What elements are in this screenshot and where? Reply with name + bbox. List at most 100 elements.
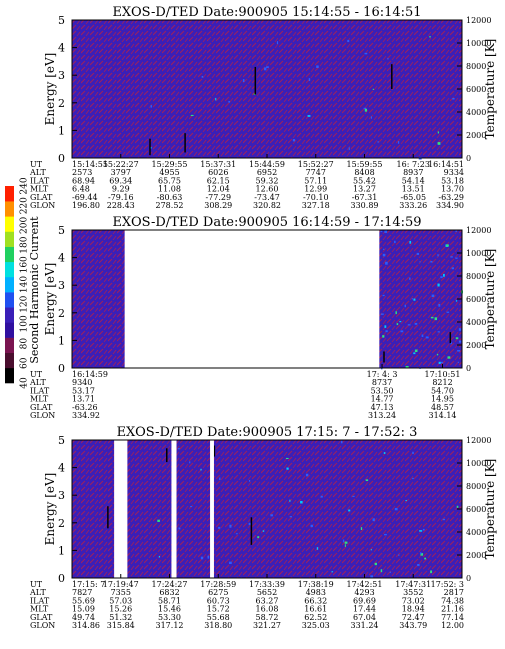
heatmap-speckle	[419, 530, 423, 532]
heatmap-speckle	[440, 276, 443, 279]
temperature-tick-label: 2000	[466, 131, 486, 140]
orbit-cell: 6275	[208, 588, 228, 597]
heatmap-speckle	[457, 361, 459, 363]
temperature-tick-label: 4000	[466, 528, 486, 537]
heatmap-speckle	[385, 261, 388, 265]
heatmap-speckle	[276, 41, 279, 45]
heatmap-speckle	[352, 495, 355, 497]
heatmap-speckle	[340, 440, 343, 444]
heatmap-speckle	[178, 527, 181, 530]
orbit-cell: 6832	[159, 588, 179, 597]
heatmap-speckle	[372, 518, 375, 522]
heatmap-speckle	[409, 240, 412, 244]
energy-tick-label: 2	[58, 307, 65, 320]
orbit-cell: 57.03	[109, 596, 132, 605]
heatmap-speckle	[370, 116, 372, 119]
orbit-cell: 53.50	[371, 386, 394, 395]
orbit-cell: 9.29	[112, 185, 130, 194]
heatmap-speckle	[437, 283, 440, 287]
colorbar-tick-label: 220	[20, 197, 30, 214]
orbit-cell: 65.75	[158, 176, 181, 185]
orbit-cell: 8937	[403, 168, 423, 177]
orbit-cell: 14.77	[371, 395, 394, 404]
temperature-tick-label: 6000	[466, 505, 486, 514]
heatmap-speckle	[249, 480, 251, 482]
temperature-tick-label: 10000	[466, 459, 491, 468]
heatmap-speckle	[266, 66, 269, 68]
heatmap-speckle	[285, 457, 289, 459]
orbit-cell: 5652	[257, 588, 277, 597]
orbit-cell: 15.26	[109, 605, 132, 614]
orbit-cell: 55.69	[72, 596, 95, 605]
orbit-cell: 68.94	[72, 176, 95, 185]
energy-tick-label: 4	[58, 252, 65, 265]
energy-tick-label: 5	[58, 14, 65, 27]
orbit-cell: 317.12	[156, 621, 184, 630]
heatmap-speckle	[434, 317, 438, 321]
orbit-cell: 15:44:59	[249, 160, 285, 169]
energy-tick-label: 3	[58, 279, 65, 292]
temperature-axis-label: Temperature [K]	[483, 249, 497, 350]
heatmap-speckle	[412, 477, 414, 480]
orbit-cell: 228.43	[107, 201, 135, 210]
heatmap-speckle	[411, 298, 414, 300]
heatmap-speckle	[289, 516, 293, 518]
heatmap-speckle	[412, 451, 414, 454]
colorbar-tick-label: 40	[20, 377, 30, 389]
temperature-tick-label: 10000	[466, 39, 491, 48]
heatmap-speckle	[384, 533, 387, 536]
orbit-cell: 196.80	[72, 201, 100, 210]
heatmap-speckle	[437, 331, 440, 333]
temperature-tick-label: 8000	[466, 62, 486, 71]
heatmap-speckle	[446, 244, 449, 247]
orbit-cell: 2817	[444, 588, 464, 597]
orbit-cell: 15.46	[158, 605, 181, 614]
orbit-cell: 15:59:55	[347, 160, 383, 169]
orbit-cell: 55.42	[353, 176, 376, 185]
orbit-row-label: GLAT	[30, 193, 53, 202]
orbit-cell: 17:47:31	[395, 580, 431, 589]
heatmap-speckle	[364, 52, 368, 55]
orbit-cell: 15:52:27	[298, 160, 334, 169]
heatmap-speckle	[157, 519, 160, 522]
heatmap-speckle	[416, 252, 420, 255]
heatmap-speckle	[422, 528, 425, 531]
heatmap-speckle	[158, 556, 161, 558]
heatmap-speckle	[228, 100, 231, 103]
orbit-cell: 314.86	[72, 621, 100, 630]
orbit-cell: 331.24	[351, 621, 379, 630]
heatmap-speckle	[310, 524, 313, 528]
heatmap-speckle	[382, 253, 386, 257]
orbit-cell: -69.44	[72, 193, 98, 202]
heatmap-speckle	[430, 570, 433, 574]
orbit-cell: 54.70	[431, 386, 454, 395]
energy-axis-label: Energy [eV]	[43, 263, 57, 336]
colorbar-tick-label: 140	[20, 276, 30, 293]
orbit-cell: 14.95	[431, 395, 454, 404]
orbit-cell: 77.14	[441, 613, 464, 622]
energy-tick-label: 0	[58, 362, 65, 375]
orbit-cell: 54.14	[402, 176, 425, 185]
orbit-cell: 343.79	[399, 621, 427, 630]
orbit-row-label: UT	[30, 160, 43, 169]
orbit-row-label: UT	[30, 370, 43, 379]
orbit-cell: 17:28:59	[200, 580, 236, 589]
orbit-cell: 8737	[372, 378, 392, 387]
orbit-cell: 17:10:51	[425, 370, 461, 379]
heatmap-speckle	[398, 554, 400, 556]
orbit-row-label: MLT	[30, 395, 49, 404]
heatmap-speckle	[242, 79, 245, 83]
orbit-cell: 59.32	[256, 176, 279, 185]
heatmap-speckle	[307, 115, 311, 117]
heatmap-speckle	[447, 356, 451, 359]
heatmap-speckle	[370, 549, 372, 551]
heatmap-speckle	[380, 313, 384, 315]
orbit-cell: 7747	[306, 168, 326, 177]
orbit-row-label: UT	[30, 580, 43, 589]
temperature-tick-label: 12000	[466, 16, 491, 25]
orbit-cell: 53.18	[441, 176, 464, 185]
colorbar-segment	[5, 186, 14, 202]
orbit-cell: 62.15	[207, 176, 230, 185]
heatmap-speckle	[190, 506, 193, 508]
heatmap-speckle	[385, 330, 388, 333]
